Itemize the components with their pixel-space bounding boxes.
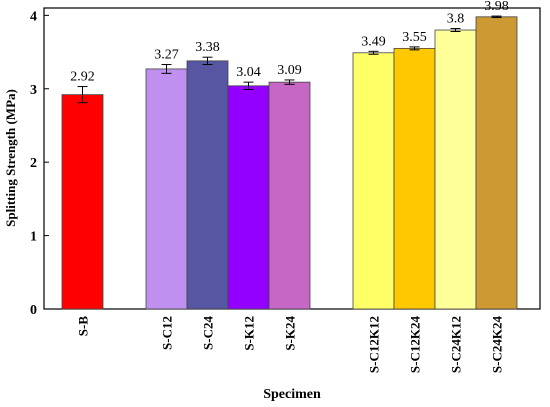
bar-S-C12K24: [393, 47, 436, 310]
x-tick-label-S-C24K24: S-C24K24: [490, 316, 505, 374]
value-label-S-C12: 3.27: [154, 48, 179, 63]
x-tick-label-S-K24: S-K24: [283, 316, 298, 351]
value-label-S-C24K12: 3.8: [447, 12, 465, 27]
value-label-S-B: 2.92: [70, 70, 95, 85]
bar-S-C24K12: [434, 29, 477, 310]
x-tick-label-S-C24K12: S-C24K12: [449, 316, 464, 373]
value-label-S-K24: 3.09: [277, 63, 302, 78]
x-tick-label-S-C12K24: S-C12K24: [408, 316, 423, 374]
value-label-S-C12K12: 3.49: [361, 34, 386, 49]
y-tick-label: 2: [30, 156, 37, 171]
bar-S-C12K12: [352, 52, 395, 310]
x-axis-tick-labels: S-B S-C12 S-C24 S-K12 S-K24 S-C12K12 S-C12K24 S…: [76, 316, 505, 374]
bar-S-C24: [186, 60, 229, 310]
bar-S-C12: [145, 68, 188, 310]
x-tick-label-S-K12: S-K12: [242, 316, 257, 351]
x-tick-label-S-C24: S-C24: [201, 316, 216, 350]
x-tick-label-S-C12K12: S-C12K12: [367, 316, 382, 373]
bars: [61, 16, 518, 310]
y-tick-label: 0: [30, 303, 37, 318]
value-label-S-C24K24: 3.98: [484, 0, 509, 14]
bar-S-K12: [227, 85, 270, 310]
y-tick-label: 4: [30, 9, 37, 24]
error-bars: [77, 15, 502, 104]
x-tick-label-S-B: S-B: [76, 316, 91, 337]
x-axis-label: Specimen: [263, 387, 321, 402]
value-label-S-C12K24: 3.55: [402, 30, 427, 45]
y-axis-label: Splitting Strength (MPa): [3, 89, 18, 227]
value-label-S-C24: 3.38: [195, 40, 220, 55]
y-tick-label: 1: [30, 230, 37, 245]
value-labels: 2.92 3.27 3.38 3.04 3.09 3.49 3.55 3.8 3.98: [70, 0, 509, 85]
y-axis: 0 1 2 3 4: [30, 9, 49, 318]
y-tick-label: 3: [30, 83, 37, 98]
bar-S-K24: [268, 81, 311, 310]
value-label-S-K12: 3.04: [236, 65, 261, 80]
bar-S-C24K24: [475, 16, 518, 310]
bar-S-B: [61, 94, 104, 310]
x-tick-label-S-C12: S-C12: [160, 316, 175, 350]
